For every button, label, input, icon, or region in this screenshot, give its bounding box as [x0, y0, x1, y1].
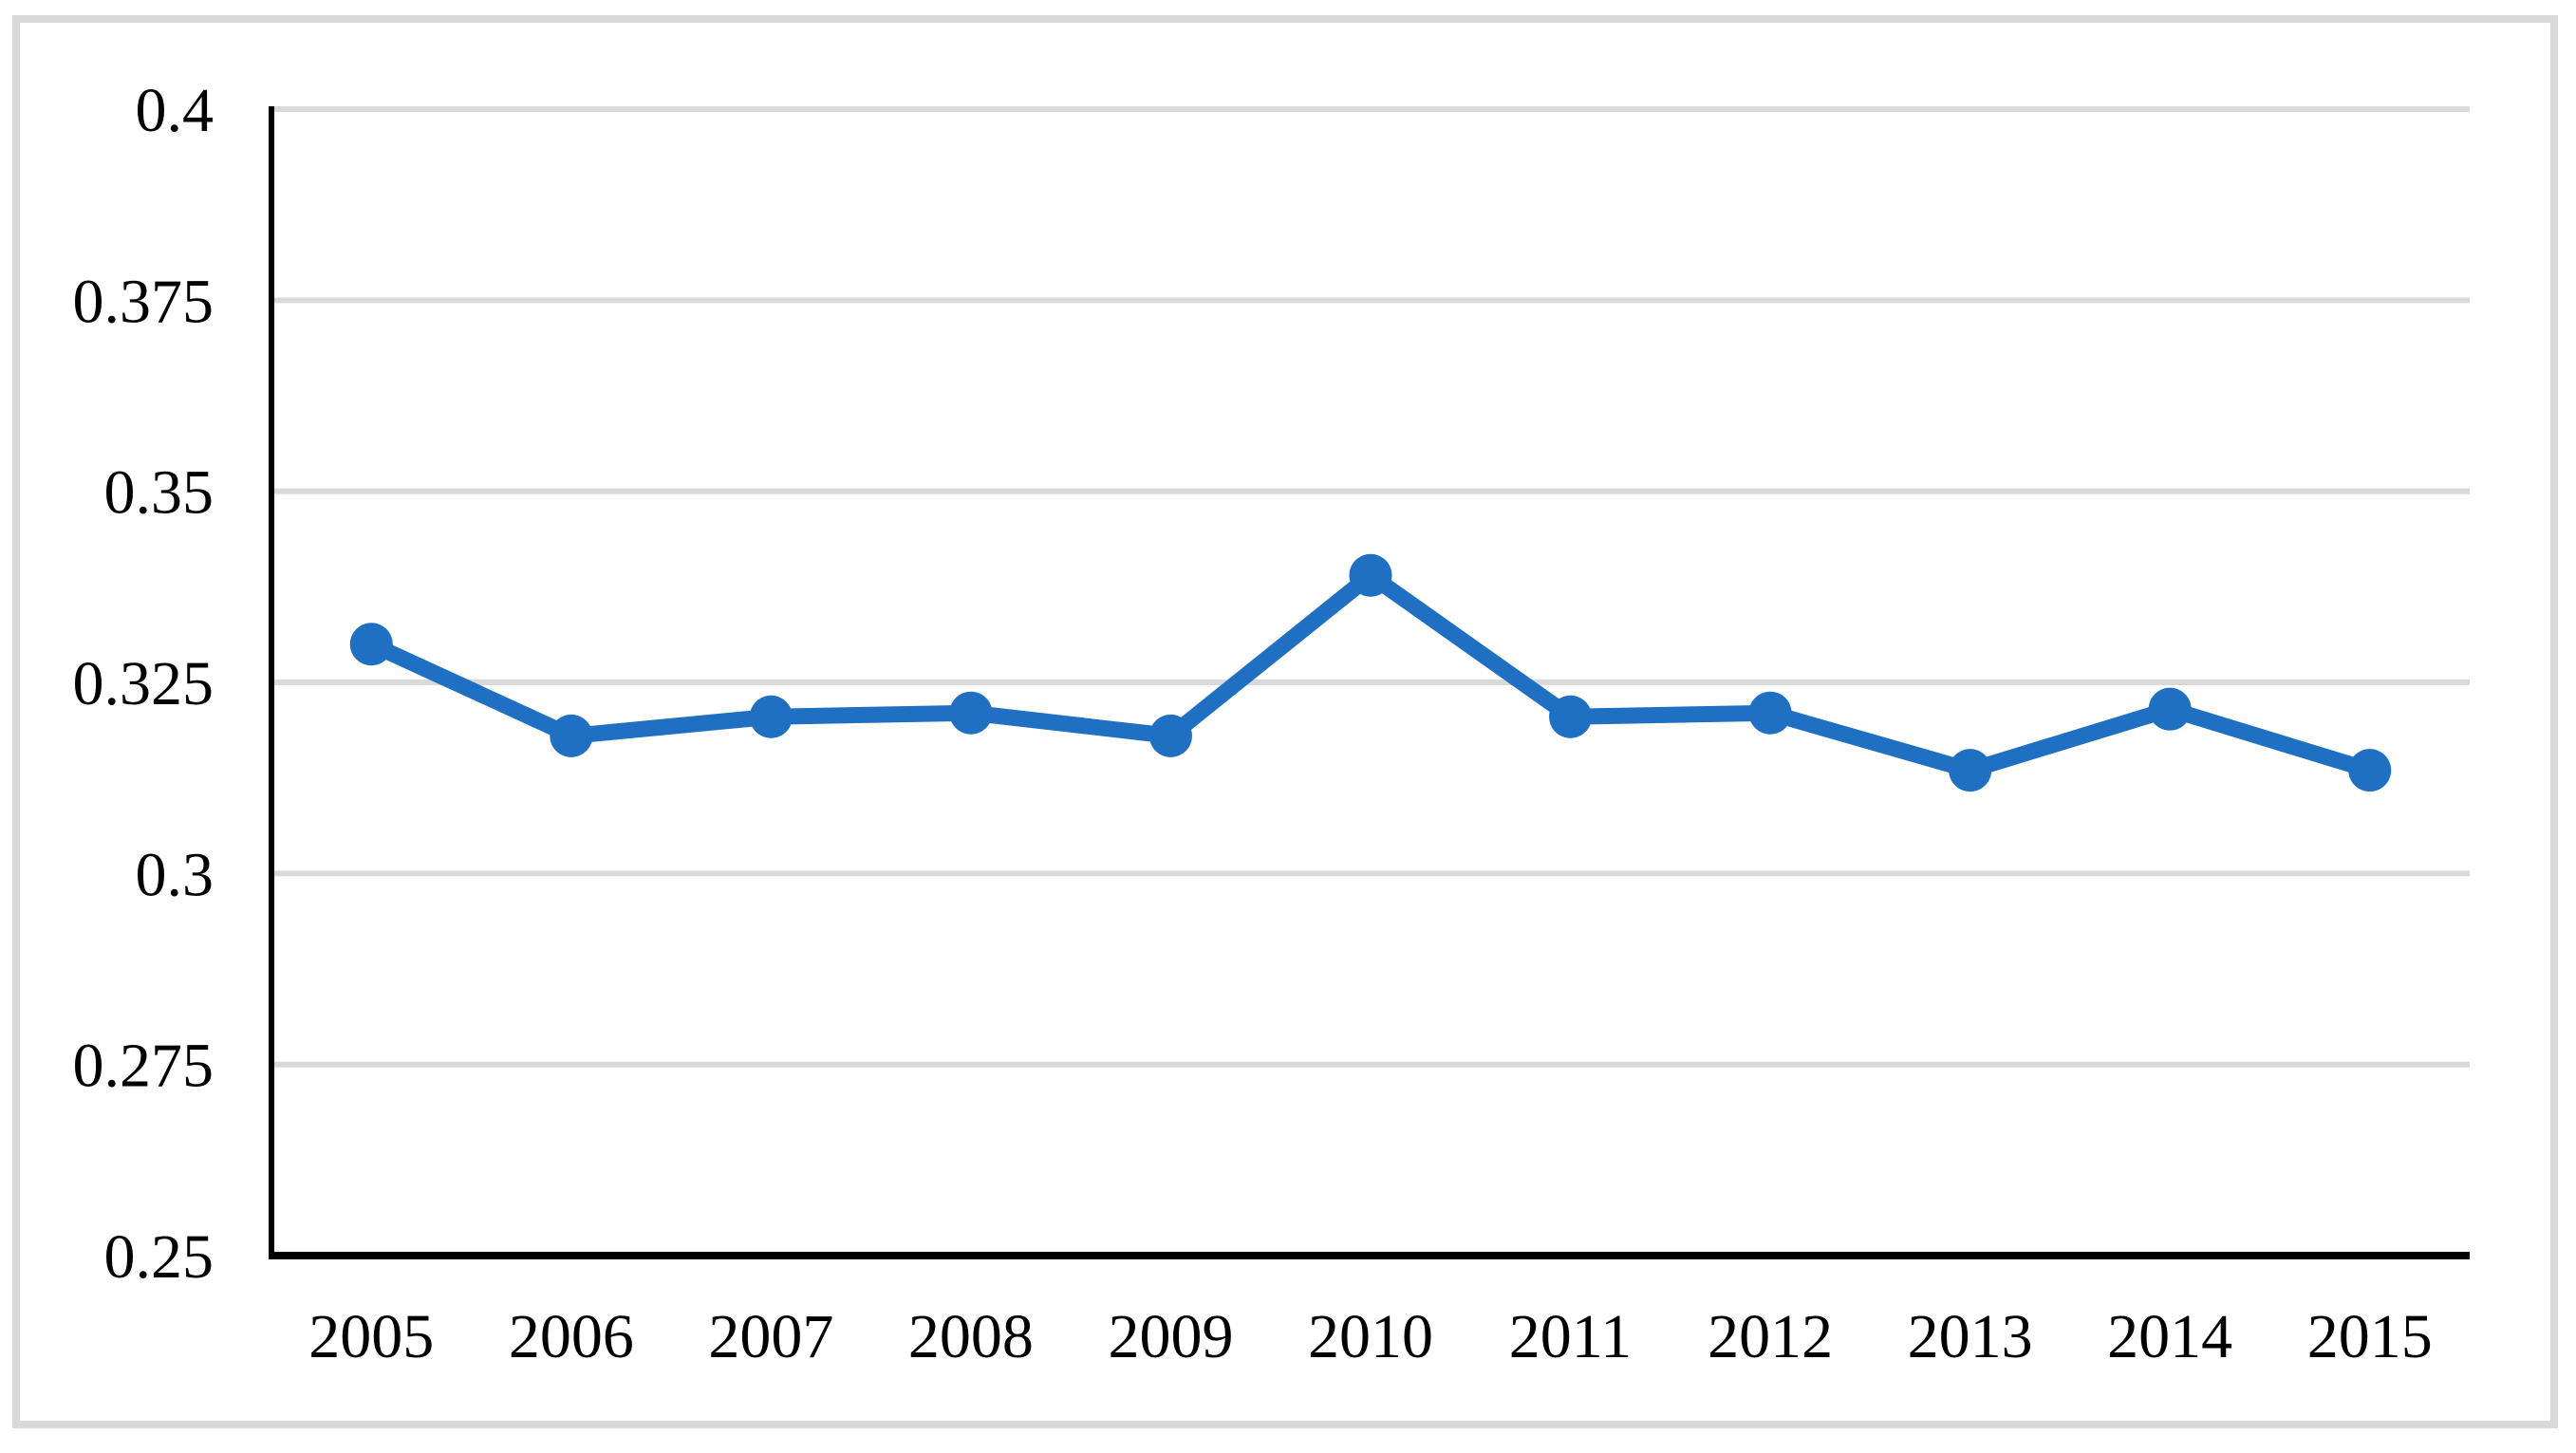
- x-tick-label: 2007: [708, 1302, 833, 1371]
- y-tick-label: 0.3: [136, 840, 215, 909]
- figure-border-layer: [12, 15, 2558, 1428]
- data-point-2014: [2148, 687, 2192, 731]
- data-point-2006: [550, 714, 593, 757]
- y-tick-label: 0.325: [73, 649, 215, 718]
- x-tick-labels-layer: 2005 2006 2007 2008 2009 2010 2011 2012 2013 2014…: [308, 1302, 2432, 1371]
- data-point-2007: [749, 695, 793, 738]
- x-tick-label: 2006: [509, 1302, 634, 1371]
- x-tick-label: 2011: [1509, 1302, 1633, 1371]
- gridlines-layer: [274, 106, 2470, 1068]
- x-tick-label: 2005: [308, 1302, 434, 1371]
- data-series-layer: [349, 553, 2392, 792]
- data-point-2012: [1748, 691, 1792, 735]
- y-tick-labels-layer: 0.4 0.375 0.35 0.325 0.3 0.275 0.25: [73, 76, 215, 1292]
- data-series-line: [363, 567, 2379, 779]
- data-point-2010: [1349, 553, 1392, 597]
- x-tick-label: 2012: [1708, 1302, 1833, 1371]
- y-tick-label: 0.4: [136, 76, 215, 145]
- data-point-2008: [949, 691, 993, 735]
- x-tick-label: 2008: [908, 1302, 1034, 1371]
- data-point-2005: [349, 623, 393, 666]
- figure-border: [12, 15, 2558, 1428]
- x-tick-label: 2009: [1108, 1302, 1233, 1371]
- y-tick-label: 0.25: [104, 1222, 215, 1292]
- y-tick-label: 0.375: [73, 267, 215, 336]
- x-tick-label: 2010: [1308, 1302, 1433, 1371]
- data-point-2013: [1949, 749, 1992, 792]
- y-tick-label: 0.35: [104, 458, 215, 528]
- x-tick-label: 2013: [1908, 1302, 2033, 1371]
- data-point-2009: [1148, 714, 1192, 757]
- x-tick-label: 2014: [2107, 1302, 2232, 1371]
- x-tick-label: 2015: [2307, 1302, 2433, 1371]
- data-point-2011: [1549, 695, 1593, 738]
- data-point-2015: [2348, 749, 2392, 792]
- y-tick-label: 0.275: [73, 1032, 215, 1101]
- axes-layer: [269, 106, 2470, 1259]
